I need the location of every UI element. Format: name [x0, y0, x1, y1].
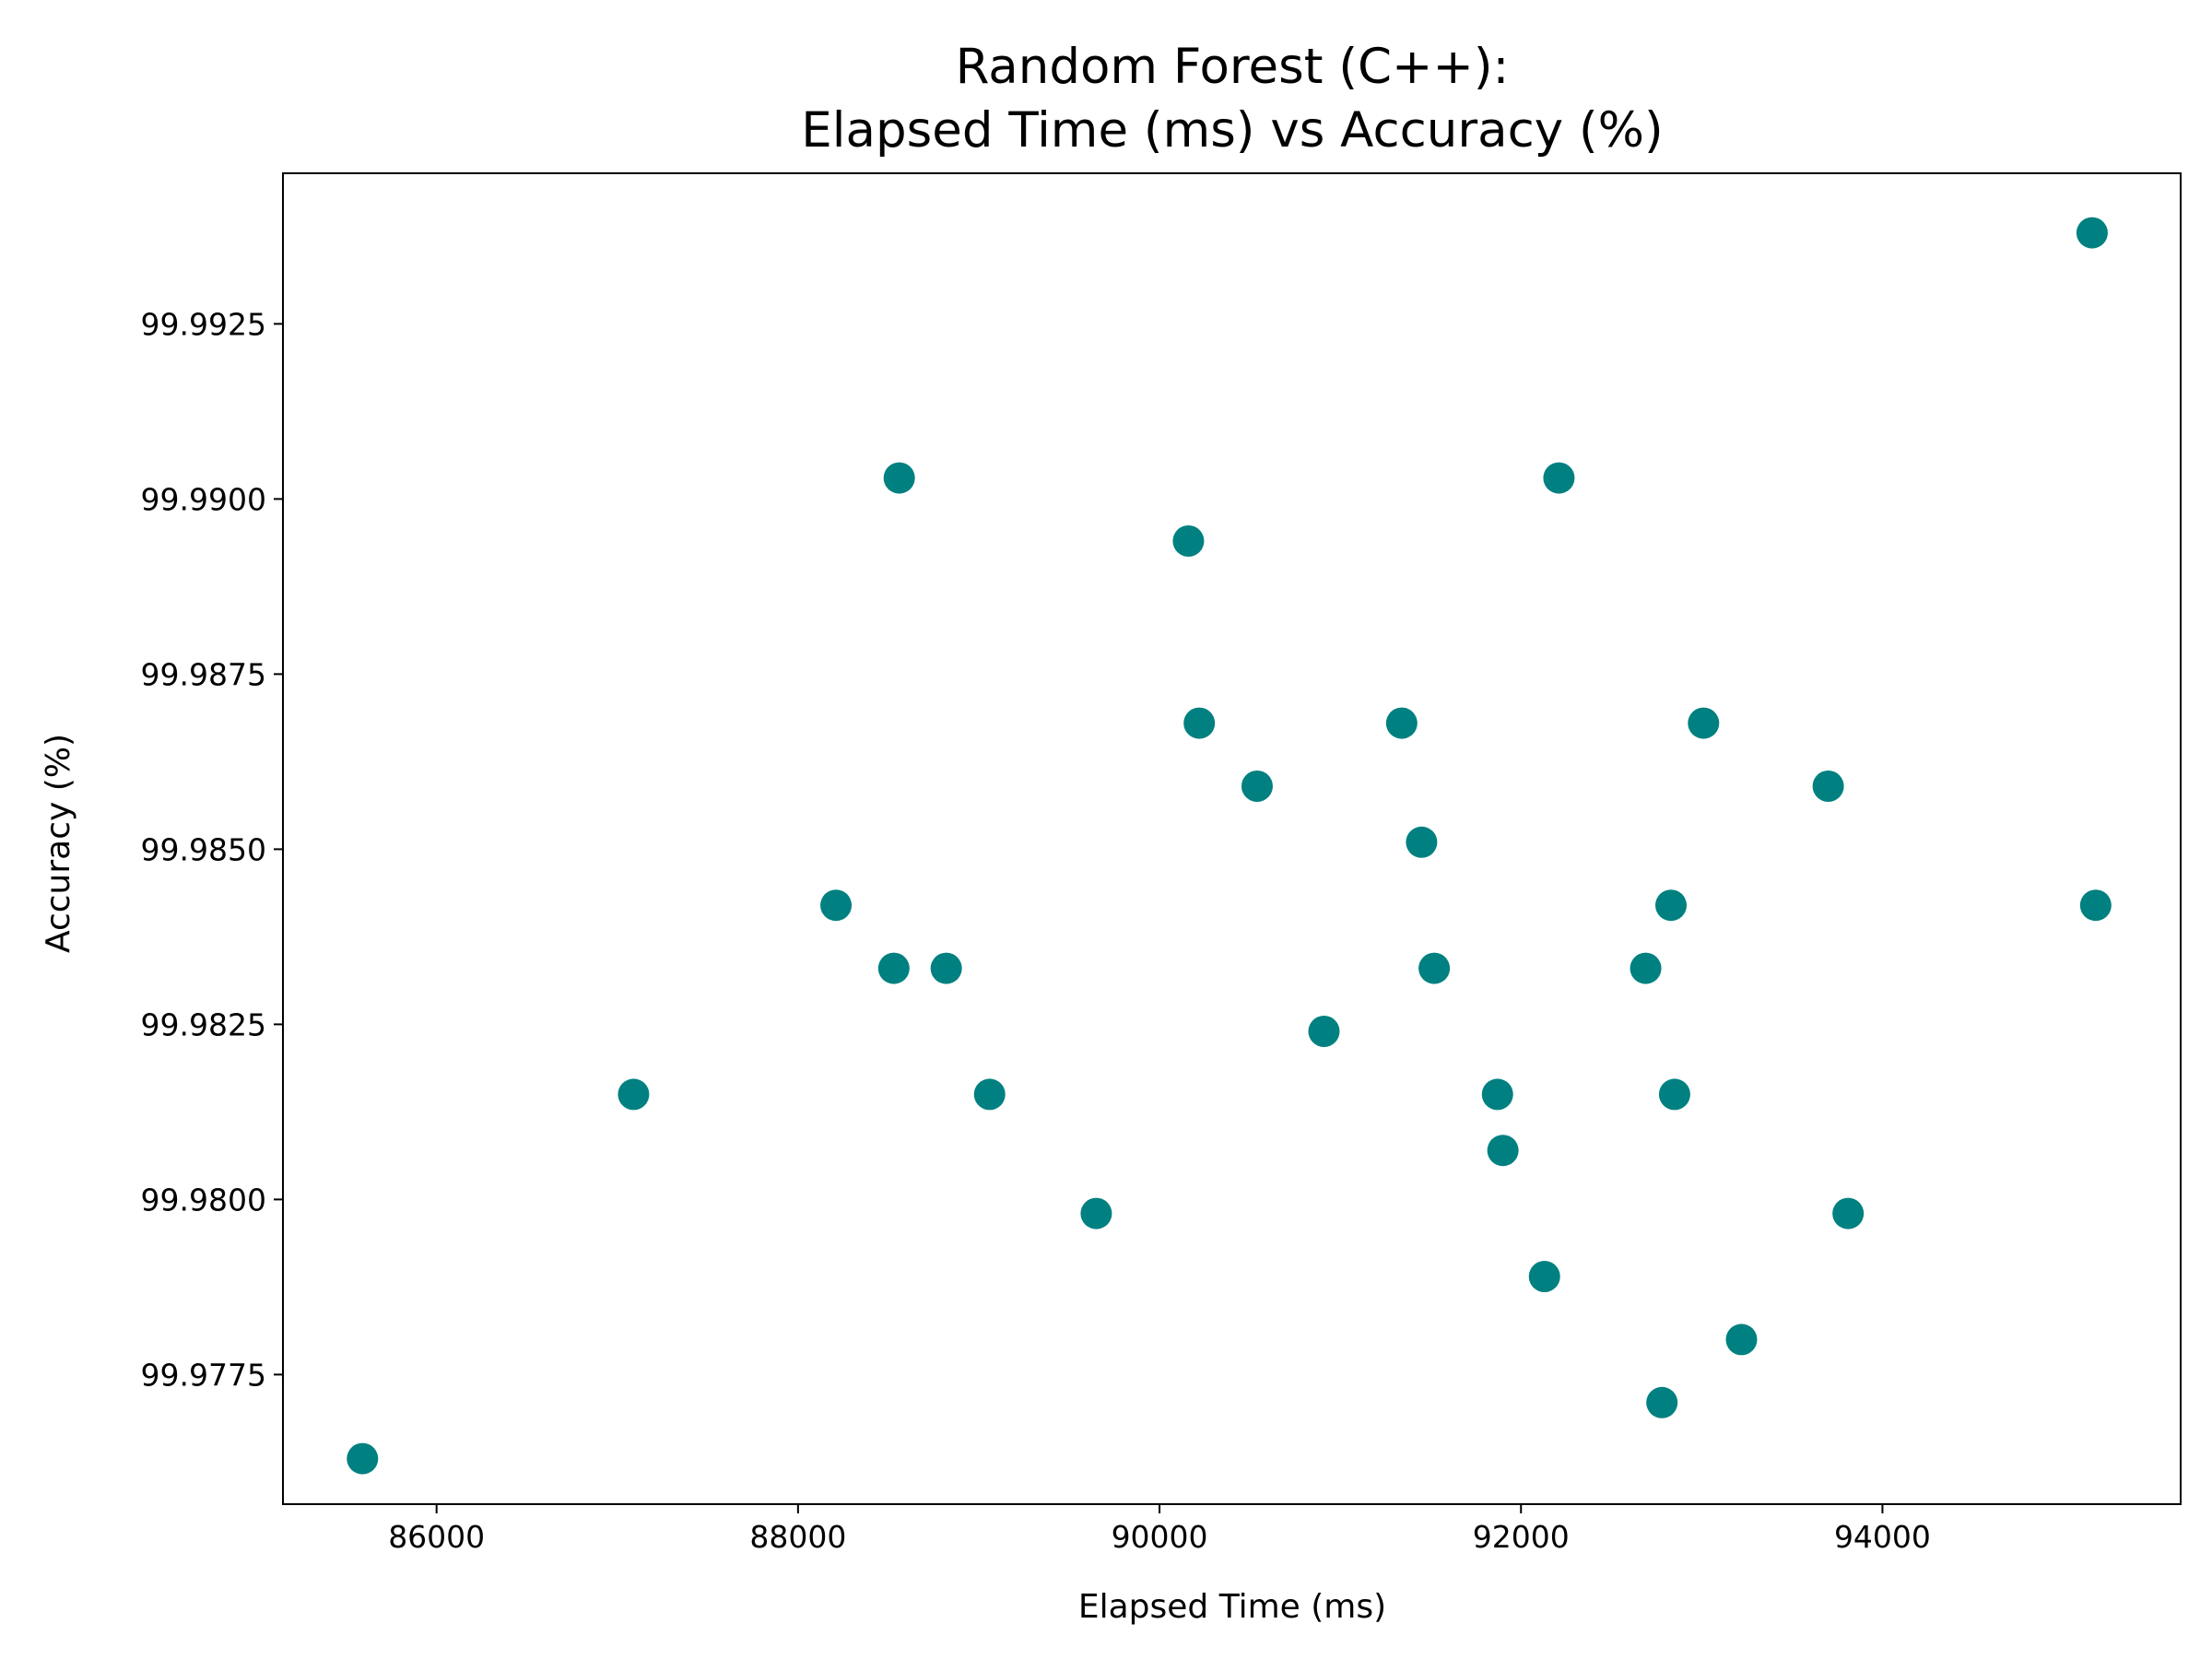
data-point — [877, 952, 910, 984]
data-point — [1646, 1386, 1678, 1418]
data-point — [1658, 1078, 1690, 1111]
data-point — [347, 1442, 379, 1475]
data-point — [1406, 826, 1438, 858]
data-point — [2079, 889, 2112, 922]
data-point — [820, 889, 853, 922]
plot-area-frame — [282, 172, 2182, 1505]
chart-title-line-2: Elapsed Time (ms) vs Accuracy (%) — [801, 102, 1663, 159]
data-point — [1832, 1197, 1865, 1230]
data-point — [618, 1078, 650, 1111]
y-tick-label: 99.9775 — [141, 1357, 266, 1393]
data-point — [1655, 889, 1688, 922]
data-point — [930, 952, 962, 984]
data-point — [1481, 1078, 1513, 1111]
data-point — [1725, 1324, 1758, 1356]
data-point — [1812, 771, 1844, 802]
x-axis-ticks: 86000 88000 90000 92000 94000 — [388, 1504, 1931, 1555]
y-axis-label: Accuracy (%) — [40, 734, 77, 953]
data-point — [1308, 1016, 1340, 1047]
data-point — [1183, 707, 1216, 739]
data-point — [1418, 952, 1451, 984]
data-point — [1487, 1135, 1519, 1167]
data-points — [347, 217, 2112, 1475]
data-point — [1543, 462, 1575, 494]
data-point — [973, 1078, 1006, 1111]
data-point — [1688, 707, 1720, 739]
data-point — [1385, 707, 1418, 739]
data-point — [1528, 1261, 1560, 1292]
y-tick-label: 99.9800 — [141, 1182, 266, 1218]
x-tick-label: 94000 — [1834, 1519, 1931, 1555]
x-tick-label: 90000 — [1112, 1519, 1208, 1555]
y-tick-label: 99.9900 — [141, 481, 266, 517]
y-tick-label: 99.9850 — [141, 831, 266, 867]
x-tick-label: 92000 — [1473, 1519, 1570, 1555]
chart-title-line-1: Random Forest (C++): — [956, 39, 1510, 95]
y-tick-label: 99.9875 — [141, 656, 266, 692]
y-tick-label: 99.9925 — [141, 306, 266, 342]
data-point — [1080, 1197, 1112, 1230]
data-point — [883, 462, 915, 494]
data-point — [1241, 771, 1273, 802]
x-tick-label: 88000 — [749, 1519, 846, 1555]
data-point — [1630, 952, 1662, 984]
data-point — [1172, 525, 1205, 557]
x-axis-label: Elapsed Time (ms) — [1078, 1588, 1386, 1626]
x-tick-label: 86000 — [388, 1519, 485, 1555]
data-point — [2076, 217, 2108, 249]
y-tick-label: 99.9825 — [141, 1006, 266, 1042]
y-axis-ticks: 99.9775 99.9800 99.9825 99.9850 99.9875 99.99… — [141, 306, 283, 1393]
